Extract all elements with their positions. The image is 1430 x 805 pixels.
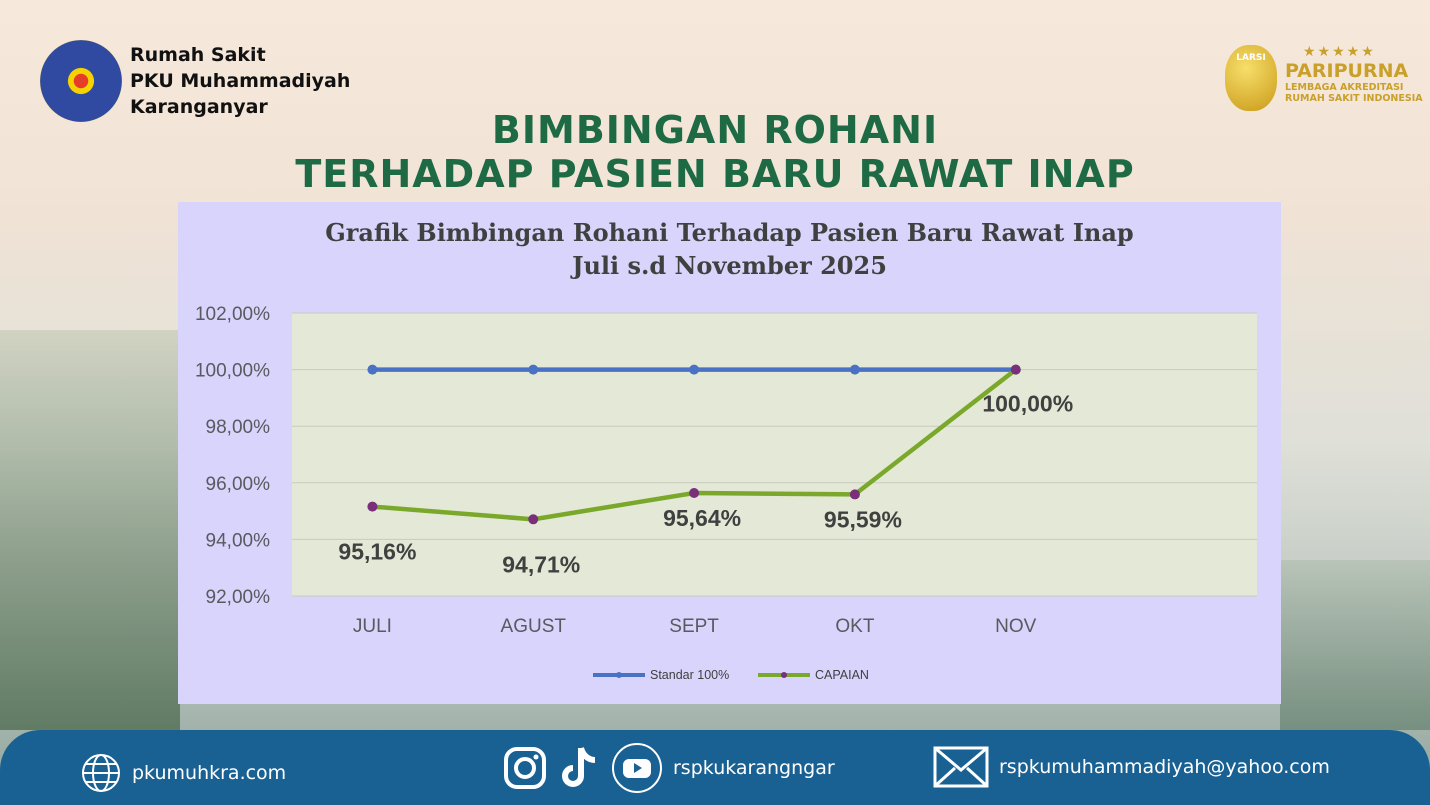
data-point: [849, 364, 860, 375]
plot-area: [292, 313, 1257, 596]
hospital-name-line: PKU Muhammadiyah: [130, 70, 351, 92]
page-title-line: BIMBINGAN ROHANI: [491, 108, 939, 152]
star-icons: ★★★★★: [1303, 44, 1376, 60]
chart-card: Grafik Bimbingan Rohani Terhadap Pasien …: [178, 202, 1281, 704]
website-item[interactable]: pkumuhkra.com: [80, 752, 286, 794]
data-label: 95,64%: [663, 505, 741, 531]
y-tick-label: 98,00%: [206, 417, 271, 438]
hospital-name: Rumah Sakit PKU Muhammadiyah Karanganyar: [130, 42, 350, 120]
social-item[interactable]: rspkukarangngar: [503, 742, 835, 794]
mail-icon: [933, 746, 989, 788]
chart-title-text: Grafik Bimbingan Rohani Terhadap Pasien …: [325, 218, 1134, 247]
y-tick-label: 100,00%: [195, 361, 270, 382]
instagram-icon[interactable]: [503, 746, 547, 790]
accreditation-org: LEMBAGA AKREDITASI: [1285, 82, 1404, 93]
data-label: 100,00%: [982, 391, 1073, 417]
data-point: [528, 514, 539, 525]
x-tick-label: JULI: [353, 616, 392, 637]
y-tick-label: 102,00%: [195, 304, 270, 325]
data-label: 94,71%: [502, 551, 580, 577]
footer: pkumuhkra.com rspkukarangngar rspkumuham…: [0, 730, 1430, 805]
accreditation-text: ★★★★★ PARIPURNA LEMBAGA AKREDITASI RUMAH…: [1285, 44, 1423, 104]
chart-title: Grafik Bimbingan Rohani Terhadap Pasien …: [178, 216, 1281, 282]
y-tick-label: 96,00%: [206, 474, 271, 495]
email-item[interactable]: rspkumuhammadiyah@yahoo.com: [933, 746, 1330, 788]
data-label: 95,59%: [824, 506, 902, 532]
line-chart: 92,00% 94,00% 96,00% 98,00% 100,00% 102,00% JU…: [195, 304, 1257, 682]
legend-marker: [616, 672, 622, 678]
x-tick-label: OKT: [835, 616, 874, 637]
legend-label: CAPAIAN: [815, 668, 869, 682]
background-scenery: [0, 330, 180, 730]
x-tick-label: AGUST: [501, 616, 567, 637]
data-point: [367, 364, 378, 375]
tiktok-icon[interactable]: [557, 744, 601, 792]
data-label: 95,16%: [338, 539, 416, 565]
accreditation-level: PARIPURNA: [1285, 60, 1409, 82]
accreditation-org: RUMAH SAKIT INDONESIA: [1285, 93, 1423, 104]
data-point: [1010, 364, 1021, 375]
website-link[interactable]: pkumuhkra.com: [132, 762, 287, 784]
y-tick-label: 94,00%: [206, 530, 271, 551]
legend-label: Standar 100%: [650, 668, 729, 682]
data-point: [689, 364, 700, 375]
hospital-name-line: Rumah Sakit: [130, 44, 266, 66]
x-tick-label: NOV: [995, 616, 1037, 637]
page-title: BIMBINGAN ROHANI TERHADAP PASIEN BARU RA…: [0, 108, 1430, 196]
data-point: [849, 489, 860, 500]
chart-subtitle: Juli s.d November 2025: [572, 251, 887, 280]
legend-marker: [781, 672, 787, 678]
hospital-name-line: Karanganyar: [130, 96, 268, 118]
email-link[interactable]: rspkumuhammadiyah@yahoo.com: [999, 756, 1330, 778]
data-point: [689, 487, 700, 498]
data-point: [528, 364, 539, 375]
data-point: [367, 501, 378, 512]
youtube-icon[interactable]: [611, 742, 663, 794]
page-title-line: TERHADAP PASIEN BARU RAWAT INAP: [295, 152, 1135, 196]
y-tick-label: 92,00%: [206, 587, 271, 608]
hospital-logo: [40, 40, 122, 122]
globe-icon: [82, 754, 120, 792]
larsi-badge: LARSI: [1225, 45, 1277, 111]
social-handle[interactable]: rspkukarangngar: [673, 757, 835, 779]
background-scenery-right: [1280, 560, 1430, 730]
x-tick-label: SEPT: [669, 616, 719, 637]
